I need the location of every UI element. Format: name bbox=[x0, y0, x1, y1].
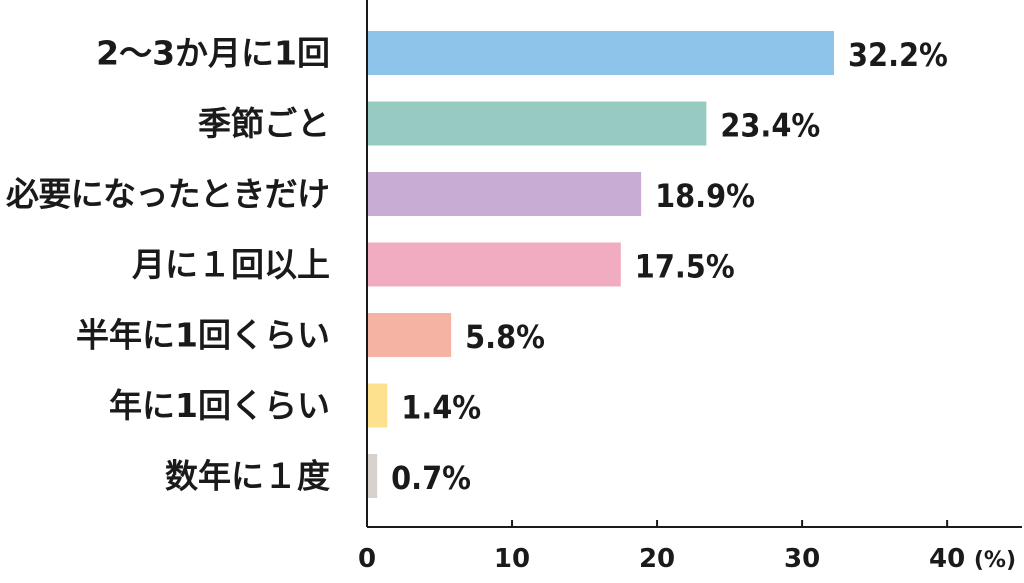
bar-2 bbox=[367, 172, 642, 216]
category-label-3: 月に１回以上 bbox=[132, 245, 330, 284]
value-label-4: 5.8% bbox=[465, 318, 545, 356]
bar-4 bbox=[367, 313, 452, 357]
bar-6 bbox=[367, 454, 378, 498]
value-label-0: 32.2% bbox=[848, 36, 948, 74]
bar-0 bbox=[367, 31, 834, 75]
category-label-4: 半年に1回くらい bbox=[76, 316, 330, 355]
value-label-5: 1.4% bbox=[401, 389, 481, 427]
x-tick-label-3: 30 bbox=[784, 544, 820, 574]
value-label-6: 0.7% bbox=[391, 459, 471, 497]
category-label-6: 数年に１度 bbox=[165, 457, 330, 496]
bar-5 bbox=[367, 383, 388, 428]
bar-1 bbox=[367, 101, 707, 146]
category-label-5: 年に1回くらい bbox=[109, 386, 330, 425]
category-label-0: 2～3か月に1回 bbox=[96, 34, 330, 73]
category-labels-group: 2～3か月に1回季節ごと必要になったときだけ月に１回以上半年に1回くらい年に1回… bbox=[6, 34, 330, 496]
value-label-3: 17.5% bbox=[635, 248, 735, 286]
axes-group: 0 10 20 30 40 (%) bbox=[358, 0, 1022, 574]
x-tick-label-4: 40 bbox=[929, 544, 965, 574]
value-labels-group: 32.2% 23.4% 18.9% 17.5% 5.8% 1.4% 0.7% bbox=[391, 36, 948, 497]
x-tick-label-0: 0 bbox=[358, 544, 376, 574]
bars-group bbox=[367, 31, 834, 498]
x-tick-label-2: 20 bbox=[639, 544, 675, 574]
value-label-2: 18.9% bbox=[655, 177, 755, 215]
bar-3 bbox=[367, 242, 621, 287]
category-label-2: 必要になったときだけ bbox=[6, 175, 330, 214]
category-label-1: 季節ごと bbox=[198, 104, 330, 143]
value-label-1: 23.4% bbox=[720, 107, 820, 145]
x-axis-unit-label: (%) bbox=[974, 548, 1016, 573]
x-tick-label-1: 10 bbox=[494, 544, 530, 574]
